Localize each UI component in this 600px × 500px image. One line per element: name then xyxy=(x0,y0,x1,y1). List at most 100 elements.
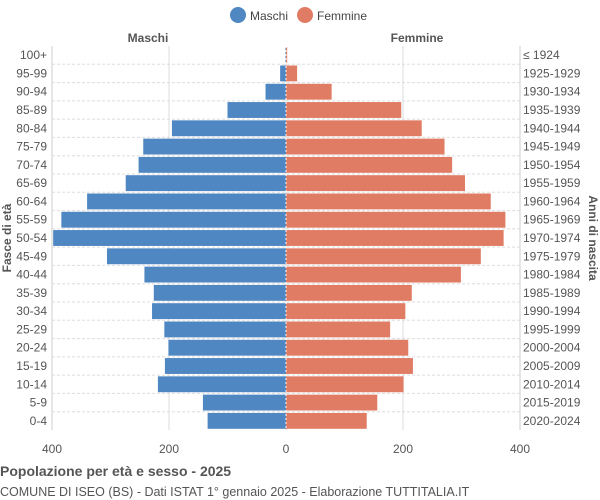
bar-male-75-79 xyxy=(143,138,286,155)
age-label: 45-49 xyxy=(16,249,47,263)
age-label: 65-69 xyxy=(16,176,47,190)
age-label: 85-89 xyxy=(16,103,47,117)
age-label: 95-99 xyxy=(16,66,47,80)
birth-year-label: 1945-1949 xyxy=(523,140,581,154)
age-label: 15-19 xyxy=(16,359,47,373)
birth-year-label: 1975-1979 xyxy=(523,249,581,263)
age-label: 55-59 xyxy=(16,213,47,227)
bar-male-65-69 xyxy=(125,175,287,192)
bar-male-30-34 xyxy=(152,303,286,320)
x-tick-label: 400 xyxy=(510,442,530,456)
age-label: 90-94 xyxy=(16,85,47,99)
age-label: 50-54 xyxy=(16,231,47,245)
bar-female-75-79 xyxy=(286,138,445,155)
bar-male-45-49 xyxy=(106,248,287,265)
y-axis-title-left: Fasce di età xyxy=(0,203,14,272)
legend-male-marker xyxy=(230,7,246,23)
bar-female-80-84 xyxy=(286,120,422,137)
bar-female-10-14 xyxy=(286,376,404,393)
x-tick-label: 400 xyxy=(42,442,62,456)
bar-female-30-34 xyxy=(286,303,406,320)
birth-year-label: 1935-1939 xyxy=(523,103,581,117)
y-axis-title-right: Anni di nascita xyxy=(586,195,600,281)
age-label: 10-14 xyxy=(16,377,47,391)
x-tick-label: 200 xyxy=(159,442,179,456)
legend-male-label: Maschi xyxy=(250,9,288,23)
age-label: 100+ xyxy=(20,48,47,62)
age-label: 60-64 xyxy=(16,194,47,208)
bar-female-45-49 xyxy=(286,248,481,265)
bar-female-95-99 xyxy=(286,65,298,82)
birth-year-label: 1970-1974 xyxy=(523,231,581,245)
legend-female-label: Femmine xyxy=(317,9,367,23)
age-label: 75-79 xyxy=(16,140,47,154)
age-label: 20-24 xyxy=(16,341,47,355)
age-label: 70-74 xyxy=(16,158,47,172)
bar-female-0-4 xyxy=(286,412,367,429)
bar-male-10-14 xyxy=(157,376,286,393)
age-label: 25-29 xyxy=(16,322,47,336)
birth-year-label: 1985-1989 xyxy=(523,286,581,300)
birth-year-label: 1995-1999 xyxy=(523,322,581,336)
bar-male-60-64 xyxy=(87,193,286,210)
birth-year-label: 2020-2024 xyxy=(523,414,581,428)
bar-female-60-64 xyxy=(286,193,491,210)
bar-male-90-94 xyxy=(265,83,286,100)
bar-male-50-54 xyxy=(53,230,286,246)
age-label: 35-39 xyxy=(16,286,47,300)
bar-female-25-29 xyxy=(286,321,391,338)
bar-male-95-99 xyxy=(280,65,286,82)
bar-male-40-44 xyxy=(144,266,286,283)
birth-year-label: 1990-1994 xyxy=(523,304,581,318)
birth-year-label: 1940-1944 xyxy=(523,121,581,135)
birth-year-label: 1960-1964 xyxy=(523,194,581,208)
bar-male-15-19 xyxy=(164,358,286,374)
age-label: 0-4 xyxy=(30,414,48,428)
bar-male-35-39 xyxy=(153,284,286,301)
bar-male-80-84 xyxy=(171,120,286,137)
age-label: 40-44 xyxy=(16,268,47,282)
x-tick-label: 200 xyxy=(393,442,413,456)
birth-year-label: 2005-2009 xyxy=(523,359,581,373)
birth-year-label: 1925-1929 xyxy=(523,66,581,80)
x-tick-label: 0 xyxy=(283,442,290,456)
age-label: 80-84 xyxy=(16,121,47,135)
birth-year-label: 1980-1984 xyxy=(523,268,581,282)
bar-female-65-69 xyxy=(286,175,466,192)
bar-female-15-19 xyxy=(286,358,413,374)
bar-male-5-9 xyxy=(202,394,286,411)
bar-male-85-89 xyxy=(227,102,286,118)
bar-male-70-74 xyxy=(138,156,286,173)
bar-female-5-9 xyxy=(286,394,378,411)
bar-female-40-44 xyxy=(286,266,461,283)
chart-title: Popolazione per età e sesso - 2025 xyxy=(0,463,232,479)
birth-year-label: 2010-2014 xyxy=(523,377,581,391)
bar-female-20-24 xyxy=(286,339,409,356)
bar-male-25-29 xyxy=(164,321,286,338)
chart-subtitle: COMUNE DI ISEO (BS) - Dati ISTAT 1° genn… xyxy=(0,485,470,499)
chart-svg: 400 200 0 200 400 100+ ≤ 1924 95-99 1925-1929 90-… xyxy=(0,7,600,456)
bar-female-90-94 xyxy=(286,83,332,100)
bar-male-20-24 xyxy=(168,339,286,356)
bar-male-55-59 xyxy=(61,211,286,228)
age-label: 30-34 xyxy=(16,304,47,318)
bar-female-70-74 xyxy=(286,156,453,173)
bar-female-35-39 xyxy=(286,284,412,301)
bar-male-0-4 xyxy=(207,412,286,429)
birth-year-label: 1955-1959 xyxy=(523,176,581,190)
bar-female-55-59 xyxy=(286,211,506,228)
birth-year-label: 2015-2019 xyxy=(523,396,581,410)
bar-female-85-89 xyxy=(286,102,402,118)
legend-female-marker xyxy=(297,7,313,23)
birth-year-label: 2000-2004 xyxy=(523,341,581,355)
age-label: 5-9 xyxy=(30,396,48,410)
birth-year-label: ≤ 1924 xyxy=(523,48,560,62)
right-header: Femmine xyxy=(391,31,444,45)
birth-year-label: 1950-1954 xyxy=(523,158,581,172)
bar-female-100+ xyxy=(286,47,288,64)
left-header: Maschi xyxy=(128,31,169,45)
birth-year-label: 1965-1969 xyxy=(523,213,581,227)
birth-year-label: 1930-1934 xyxy=(523,85,581,99)
bar-female-50-54 xyxy=(286,230,504,246)
